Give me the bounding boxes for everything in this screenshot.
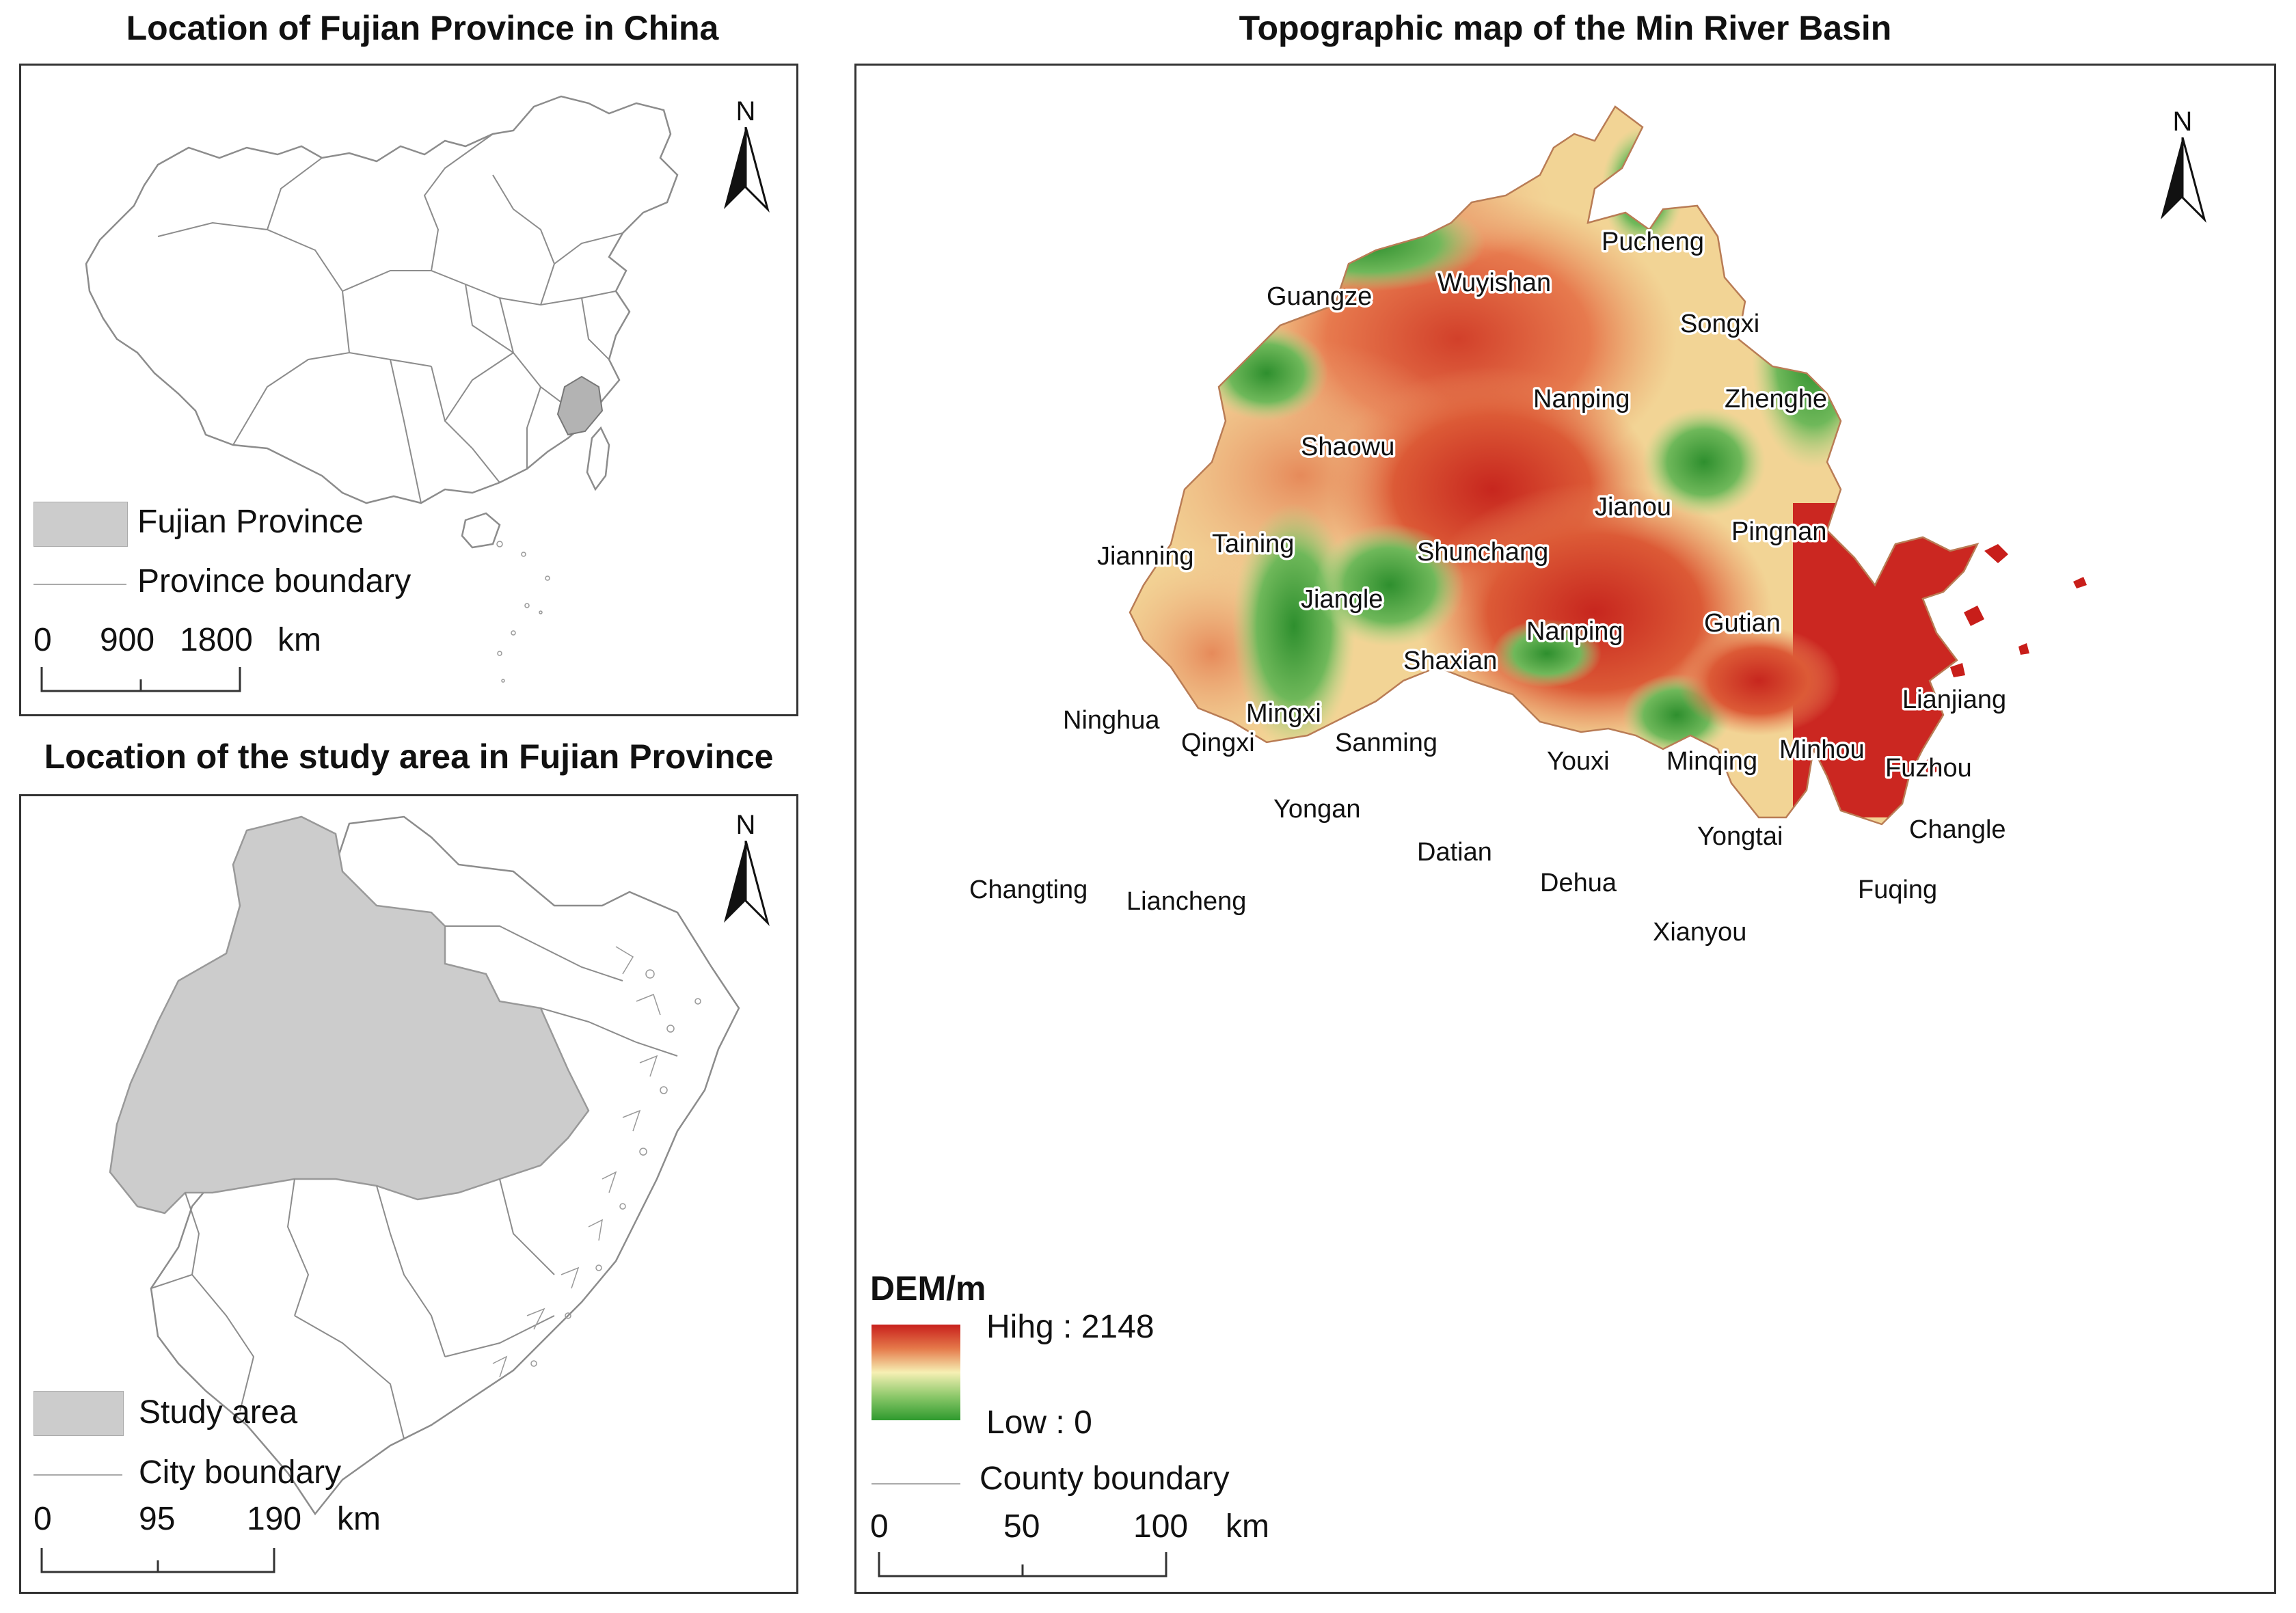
place-label: Shaowu — [1301, 433, 1394, 461]
place-labels: Pucheng Wuyishan Guangze Songxi Nanping … — [967, 226, 2009, 949]
legend-fill-swatch — [33, 502, 128, 547]
place-label: Changting — [969, 876, 1088, 904]
north-arrow-dem: N — [2155, 107, 2210, 223]
place-label: Gutian — [1704, 609, 1781, 638]
scale-label-1: 50 — [1003, 1508, 1040, 1545]
hainan-island — [461, 512, 501, 549]
place-label: Jianning — [1097, 542, 1194, 571]
legend-fill-label: Study area — [139, 1394, 298, 1431]
place-label: Mingxi — [1246, 699, 1321, 728]
scale-label-1: 95 — [139, 1501, 176, 1537]
place-label: Zhenghe — [1725, 385, 1827, 414]
place-label: Yongtai — [1697, 822, 1783, 851]
place-label: Sanming — [1335, 729, 1437, 757]
place-label: Pucheng — [1602, 228, 1704, 256]
china-panel-title: Location of Fujian Province in China — [126, 9, 719, 47]
study-area-fill — [109, 815, 590, 1215]
legend-line-label: Province boundary — [137, 563, 411, 599]
place-label: Yongan — [1273, 795, 1361, 824]
place-label: Nanping — [1533, 385, 1630, 414]
north-label: N — [735, 96, 756, 126]
place-label: Jianou — [1595, 493, 1671, 521]
fujian-province-highlight — [556, 375, 604, 436]
legend-line-swatch — [33, 1474, 122, 1476]
scale-bar-fujian — [40, 1548, 275, 1573]
legend-line-swatch — [872, 1483, 960, 1485]
legend-line-label: County boundary — [980, 1461, 1230, 1497]
place-label: Ninghua — [1063, 706, 1160, 735]
scale-label-1: 900 — [100, 622, 155, 658]
legend-line-label: City boundary — [139, 1454, 342, 1491]
place-label: Jiangle — [1301, 585, 1383, 614]
legend-fill-swatch — [33, 1391, 124, 1436]
place-label: Qingxi — [1181, 729, 1255, 757]
place-label: Guangze — [1267, 282, 1372, 311]
north-arrow-china: N — [718, 96, 773, 213]
place-label: Fuzhou — [1885, 754, 1972, 783]
taiwan-island — [586, 426, 610, 491]
north-arrow-icon — [2161, 137, 2206, 223]
place-label: Fuqing — [1858, 876, 1937, 904]
place-label: Changle — [1909, 815, 2006, 844]
place-label: Xianyou — [1653, 918, 1746, 947]
dem-map: Pucheng Wuyishan Guangze Songxi Nanping … — [967, 105, 2087, 949]
dem-map-panel: Pucheng Wuyishan Guangze Songxi Nanping … — [854, 64, 2276, 1594]
scale-label-2: 100 — [1133, 1508, 1189, 1545]
place-label: Minhou — [1779, 735, 1865, 764]
fujian-map-panel: N Study area City boundary 0 95 190 km — [19, 794, 798, 1594]
place-label: Minqing — [1666, 747, 1757, 776]
legend-fill-label: Fujian Province — [137, 504, 364, 540]
place-label: Lianjiang — [1902, 686, 2006, 714]
china-outline — [85, 95, 679, 504]
dem-legend-title: DEM/m — [870, 1269, 986, 1307]
fujian-map — [109, 815, 740, 1516]
place-label: Wuyishan — [1437, 269, 1551, 297]
scale-label-2: 1800 — [180, 622, 253, 658]
fujian-panel-title: Location of the study area in Fujian Pro… — [44, 737, 774, 776]
place-label: Songxi — [1680, 310, 1759, 338]
north-arrow-icon — [724, 127, 770, 213]
place-label: Dehua — [1540, 869, 1617, 897]
scale-bar-dem — [878, 1552, 1167, 1577]
dem-color-ramp — [872, 1325, 960, 1420]
north-label: N — [735, 810, 756, 840]
scale-unit: km — [337, 1501, 381, 1537]
scale-label-2: 190 — [247, 1501, 302, 1537]
place-label: Shaxian — [1403, 647, 1497, 675]
scale-label-0: 0 — [33, 1501, 52, 1537]
scale-label-0: 0 — [870, 1508, 889, 1545]
place-label: Taining — [1212, 530, 1294, 558]
place-label: Youxi — [1547, 747, 1610, 776]
dem-high-label: Hihg : 2148 — [986, 1309, 1154, 1345]
scale-bar-china — [40, 667, 241, 692]
place-label: Pingnan — [1731, 517, 1826, 546]
place-label: Liancheng — [1126, 887, 1246, 916]
scale-label-0: 0 — [33, 622, 52, 658]
legend-line-swatch — [33, 584, 126, 585]
china-map — [85, 95, 679, 683]
north-label: N — [2172, 107, 2193, 137]
dem-low-label: Low : 0 — [986, 1405, 1092, 1441]
north-arrow-fujian: N — [718, 810, 773, 927]
place-label: Shunchang — [1417, 538, 1548, 567]
china-map-panel: N Fujian Province Province boundary 0 90… — [19, 64, 798, 716]
place-label: Nanping — [1526, 617, 1623, 646]
scale-unit: km — [1226, 1508, 1269, 1545]
scale-unit: km — [278, 622, 321, 658]
dem-panel-title: Topographic map of the Min River Basin — [1239, 9, 1892, 47]
north-arrow-icon — [724, 841, 770, 927]
place-label: Datian — [1417, 838, 1492, 867]
